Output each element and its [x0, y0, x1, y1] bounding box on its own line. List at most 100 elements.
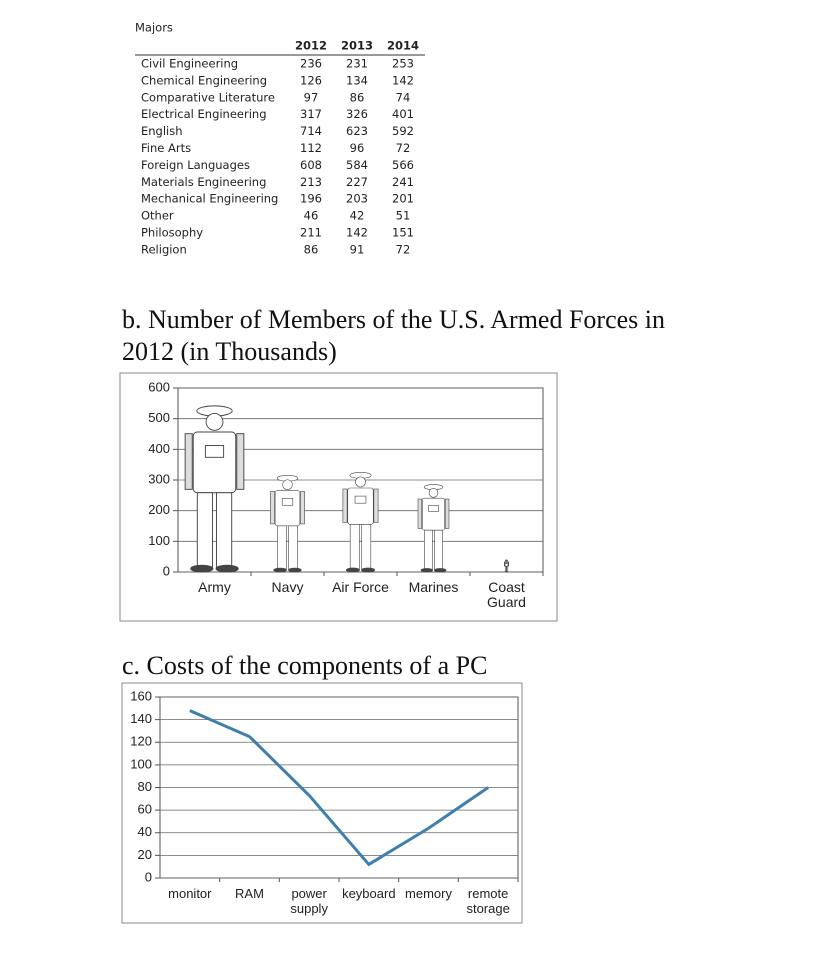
x-tick-label: Coast Guard	[487, 579, 526, 610]
x-tick-label: remote storage	[466, 886, 510, 916]
y-tick-label: 500	[148, 410, 170, 425]
cell: 151	[392, 226, 414, 240]
y-tick-label: 200	[148, 502, 170, 517]
y-tick-label: 0	[145, 869, 152, 884]
icon-part	[345, 567, 360, 573]
cell: 196	[300, 192, 322, 206]
x-tick-label: RAM	[235, 886, 264, 901]
y-tick-label: 0	[163, 563, 170, 578]
x-tick-label: Marines	[408, 579, 459, 595]
icon-part	[434, 568, 447, 573]
y-tick-label: 60	[138, 802, 152, 817]
row-label: English	[141, 124, 183, 138]
cell: 96	[350, 141, 365, 155]
icon-part	[417, 498, 423, 529]
y-tick-label: 400	[148, 441, 170, 456]
row-label: Other	[141, 209, 174, 223]
x-tick-label: Navy	[271, 579, 304, 595]
icon-part	[507, 561, 509, 567]
x-tick-label: memory	[405, 886, 452, 901]
cell: 213	[300, 175, 322, 189]
icon-part	[355, 476, 366, 488]
cell: 241	[392, 175, 414, 189]
chart-frame	[121, 682, 523, 924]
y-tick-label: 100	[130, 756, 152, 771]
x-tick-label: Army	[198, 579, 231, 595]
cell: 236	[300, 57, 322, 71]
icon-part	[424, 529, 433, 570]
soldier-icon	[417, 484, 450, 573]
column-header: 2013	[341, 39, 373, 53]
icon-part	[274, 490, 301, 527]
icon-part	[215, 564, 239, 573]
icon-part	[190, 564, 214, 573]
icon-part	[349, 524, 360, 570]
chart-frame	[119, 372, 558, 622]
cell: 231	[346, 57, 368, 71]
line-series	[189, 709, 490, 867]
icon-part	[204, 445, 225, 458]
row-label: Civil Engineering	[141, 57, 238, 71]
x-tick-label: power supply	[290, 886, 328, 916]
cell: 86	[304, 242, 319, 256]
soldier-icon	[342, 472, 379, 573]
soldier-icon	[504, 559, 509, 573]
icon-part	[196, 492, 213, 568]
cell: 584	[346, 158, 368, 172]
y-tick-label: 600	[148, 379, 170, 394]
cell: 142	[392, 73, 414, 87]
y-tick-label: 120	[130, 734, 152, 749]
icon-part	[444, 498, 450, 529]
icon-part	[504, 561, 509, 567]
cell: 74	[396, 90, 411, 104]
cell: 42	[350, 209, 365, 223]
cell: 253	[392, 57, 414, 71]
icon-part	[421, 497, 446, 531]
cell: 592	[392, 124, 414, 138]
x-tick-label: monitor	[168, 886, 212, 901]
icon-part	[420, 568, 433, 573]
chart-title: b. Number of Members of the U.S. Armed F…	[122, 305, 666, 366]
row-label: Mechanical Engineering	[141, 192, 278, 206]
icon-part	[504, 561, 506, 567]
x-tick-label: Air Force	[332, 579, 389, 595]
y-tick-label: 100	[148, 533, 170, 548]
y-tick-label: 20	[138, 847, 152, 862]
row-label: Electrical Engineering	[141, 107, 267, 121]
cell: 46	[304, 209, 319, 223]
icon-part	[205, 412, 224, 431]
y-tick-label: 160	[130, 688, 152, 703]
cell: 401	[392, 107, 414, 121]
column-header: 2012	[295, 39, 327, 53]
cell: 86	[350, 90, 365, 104]
cell: 608	[300, 158, 322, 172]
x-tick-label: keyboard	[342, 886, 396, 901]
icon-part	[373, 488, 379, 523]
cell: 72	[396, 141, 411, 155]
cell: 134	[346, 73, 368, 87]
icon-part	[184, 433, 193, 490]
row-label: Chemical Engineering	[141, 73, 267, 87]
y-tick-label: 40	[138, 824, 152, 839]
icon-part	[192, 431, 237, 494]
row-label: Philosophy	[141, 226, 203, 240]
cell: 142	[346, 226, 368, 240]
y-tick-label: 140	[130, 711, 152, 726]
soldier-icon	[270, 475, 305, 573]
cell: 317	[300, 107, 322, 121]
icon-part	[270, 491, 275, 525]
cell: 201	[392, 192, 414, 206]
icon-part	[288, 567, 302, 573]
icon-part	[347, 487, 374, 525]
cell: 623	[346, 124, 368, 138]
cell: 51	[396, 209, 411, 223]
column-header: 2014	[387, 39, 419, 53]
icon-part	[273, 567, 287, 573]
row-label: Fine Arts	[141, 141, 191, 155]
y-tick-label: 300	[148, 471, 170, 486]
cell: 714	[300, 124, 322, 138]
cell: 566	[392, 158, 414, 172]
icon-part	[282, 479, 293, 490]
